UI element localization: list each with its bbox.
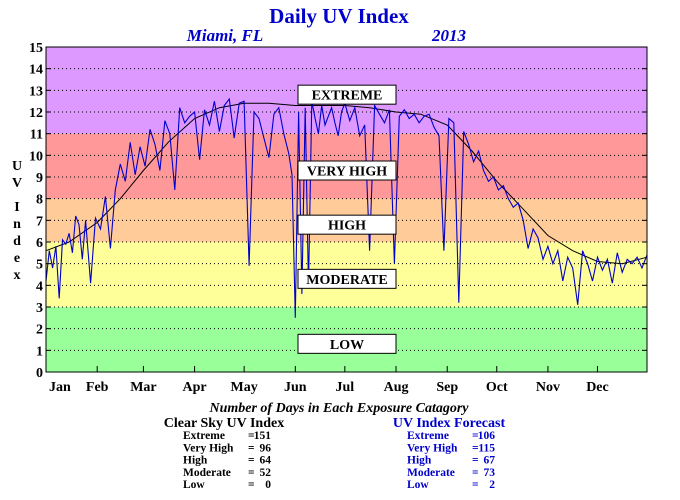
x-tick-label: May: [231, 380, 258, 395]
plot-frame: [45, 46, 648, 373]
y-label-char: e: [14, 251, 20, 266]
stats-row-value: 0: [265, 479, 271, 491]
stats-row-value: 96: [260, 442, 272, 454]
stats-row-label: Extreme: [183, 430, 225, 442]
stats-row-label: Very High: [407, 442, 458, 454]
grid-lines: [46, 68, 647, 351]
forecast-title: UV Index Forecast: [393, 416, 506, 431]
stats-row-value: 2: [489, 479, 495, 491]
y-label-char: I: [14, 200, 19, 215]
clear-sky-title: Clear Sky UV Index: [164, 416, 284, 431]
band-label-very-high: VERY HIGH: [307, 165, 387, 180]
y-tick-label: 12: [29, 106, 43, 121]
chart-location: Miami, FL: [186, 26, 264, 45]
y-tick-label: 6: [36, 236, 43, 251]
stats-row-value: 73: [484, 467, 496, 479]
x-tick-label: Jun: [284, 380, 307, 395]
y-label-char: x: [14, 268, 21, 283]
x-tick-label: Aug: [384, 380, 409, 395]
stats-row-label: Very High: [183, 442, 234, 454]
y-label-char: V: [12, 176, 22, 191]
stats-row-label: High: [183, 455, 208, 467]
chart-year: 2013: [431, 26, 467, 45]
category-note: Number of Days in Each Exposure Catagory: [208, 401, 469, 416]
stats-row-label: Low: [183, 479, 205, 491]
band-label-box-moderate: [297, 268, 397, 289]
band-labels: EXTREME VERY HIGH HIGH MODERATE LOW: [297, 84, 397, 354]
y-tick-label: 9: [36, 171, 43, 186]
stats-row-value: 106: [478, 430, 496, 442]
x-axis-ticks: Jan Feb Mar Apr May Jun Jul Aug Sep Oct Nov Dec: [45, 366, 609, 395]
band-label-box-low: [297, 333, 397, 354]
y-tick-label: 3: [36, 301, 43, 316]
x-tick-label: Oct: [486, 380, 508, 395]
band-label-box-extreme: [297, 84, 397, 105]
band-label-high: HIGH: [328, 219, 366, 234]
y-tick-label: 0: [36, 366, 43, 381]
y-tick-label: 4: [36, 279, 43, 294]
x-tick-label: Feb: [86, 380, 109, 395]
stats-row-label: Moderate: [183, 467, 231, 479]
x-tick-label: Mar: [130, 380, 156, 395]
y-label-char: U: [12, 159, 22, 174]
y-tick-label: 8: [36, 193, 43, 208]
stats-row-value: 67: [484, 455, 496, 467]
x-tick-label: Nov: [536, 380, 560, 395]
stats-row-equals: =: [248, 430, 255, 442]
stats-row-equals: =: [248, 442, 255, 454]
series-uv-index-forecast: [45, 97, 648, 318]
stats-row-equals: =: [472, 442, 479, 454]
stats-row-label: Low: [407, 479, 429, 491]
x-tick-label: Jan: [49, 380, 71, 395]
stats-row-equals: =: [472, 467, 479, 479]
y-tick-label: 1: [36, 344, 43, 359]
stats-row-value: 115: [478, 442, 495, 454]
stats-row-value: 64: [260, 455, 272, 467]
series-lines: [45, 97, 648, 318]
band-label-box-high: [297, 214, 397, 235]
band-label-box-very-high: [297, 160, 397, 181]
y-tick-label: 11: [30, 128, 43, 143]
stats-row-label: Extreme: [407, 430, 449, 442]
stats-row-equals: =: [248, 455, 255, 467]
y-tick-label: 15: [29, 41, 43, 56]
x-tick-label: Apr: [183, 380, 207, 395]
y-tick-label: 13: [29, 84, 43, 99]
stats-row-equals: =: [472, 479, 479, 491]
stats-row-equals: =: [248, 467, 255, 479]
y-label-char: n: [13, 217, 21, 232]
stats-row-equals: =: [472, 455, 479, 467]
series-clear-sky-uv-index: [45, 102, 648, 265]
stats-row-equals: =: [472, 430, 479, 442]
chart-title: Daily UV Index: [269, 4, 409, 28]
y-tick-label: 10: [29, 149, 43, 164]
band-label-moderate: MODERATE: [306, 273, 387, 288]
y-tick-label: 14: [29, 63, 43, 78]
x-tick-label: Dec: [586, 380, 609, 395]
stats-row-equals: =: [248, 479, 255, 491]
x-tick-label: Sep: [436, 380, 458, 395]
y-tick-label: 7: [36, 214, 43, 229]
stats-row-value: 52: [260, 467, 272, 479]
y-tick-label: 5: [36, 258, 43, 273]
band-label-extreme: EXTREME: [312, 89, 383, 104]
stats-row-label: High: [407, 455, 432, 467]
y-label-char: d: [13, 234, 21, 249]
x-tick-label: Jul: [336, 380, 355, 395]
y-tick-label: 2: [36, 323, 43, 338]
stats-row-label: Moderate: [407, 467, 455, 479]
stats-row-value: 151: [254, 430, 272, 442]
band-label-low: LOW: [330, 338, 364, 353]
